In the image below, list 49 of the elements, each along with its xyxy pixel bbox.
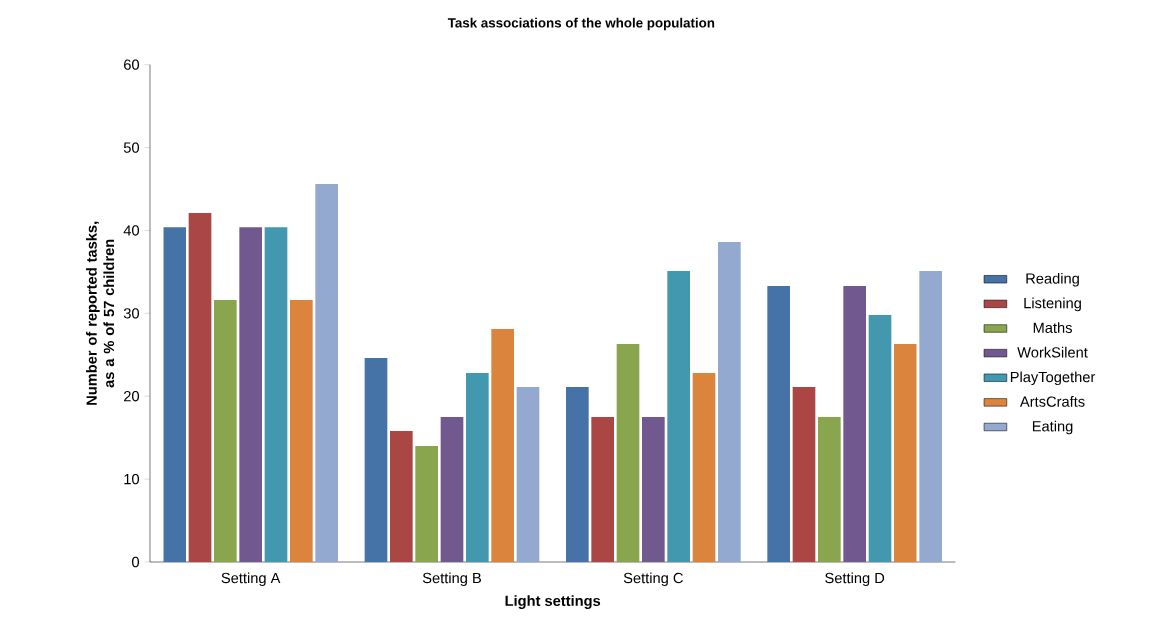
bar [516, 387, 540, 562]
legend-label: Listening [1024, 297, 1081, 312]
bar [466, 373, 489, 562]
bar [315, 184, 338, 562]
bar [692, 373, 716, 562]
bar [491, 329, 514, 562]
y-tick-label: 10 [124, 473, 140, 485]
bar [718, 242, 741, 562]
y-tick-label: 50 [123, 142, 140, 153]
bar [667, 271, 690, 562]
chart-title: Task associations of the whole population [447, 17, 715, 31]
bar [440, 416, 464, 562]
bar [364, 358, 388, 562]
legend-label: Reading [1026, 272, 1079, 287]
bar [919, 271, 943, 562]
legend-label: WorkSilent [1017, 346, 1088, 358]
x-tick-label: Setting D [825, 572, 885, 587]
bar [566, 387, 589, 562]
y-tick-label: 60 [124, 59, 140, 70]
bar [188, 213, 212, 562]
bar [868, 314, 892, 562]
bar [214, 300, 237, 562]
bar [894, 344, 917, 562]
bar [818, 416, 841, 562]
bar [642, 416, 665, 562]
y-tick-label: 40 [123, 225, 140, 236]
y-tick-label: 20 [124, 391, 140, 402]
bar [792, 387, 816, 562]
legend-label: Eating [1032, 420, 1073, 435]
legend-label: Maths [1033, 322, 1072, 333]
bar [415, 445, 438, 562]
y-axis-title: Number of reported tasks, as a % of 57 children [86, 221, 115, 405]
bar [163, 227, 186, 562]
bar [290, 300, 313, 562]
bar [390, 431, 413, 562]
bar [767, 285, 790, 562]
bar [843, 285, 866, 562]
x-tick-label: Setting A [221, 572, 281, 587]
x-tick-label: Setting B [422, 572, 481, 587]
y-tick-label: 0 [132, 556, 140, 568]
bar [264, 227, 288, 562]
bar [591, 416, 614, 562]
x-tick-label: Setting C [623, 572, 683, 587]
bar [616, 344, 640, 562]
legend-label: PlayTogether [1010, 371, 1096, 386]
bar [239, 227, 262, 562]
x-axis-title: Light settings [505, 595, 601, 609]
legend-label: ArtsCrafts [1019, 396, 1085, 407]
y-tick-label: 30 [123, 308, 140, 319]
